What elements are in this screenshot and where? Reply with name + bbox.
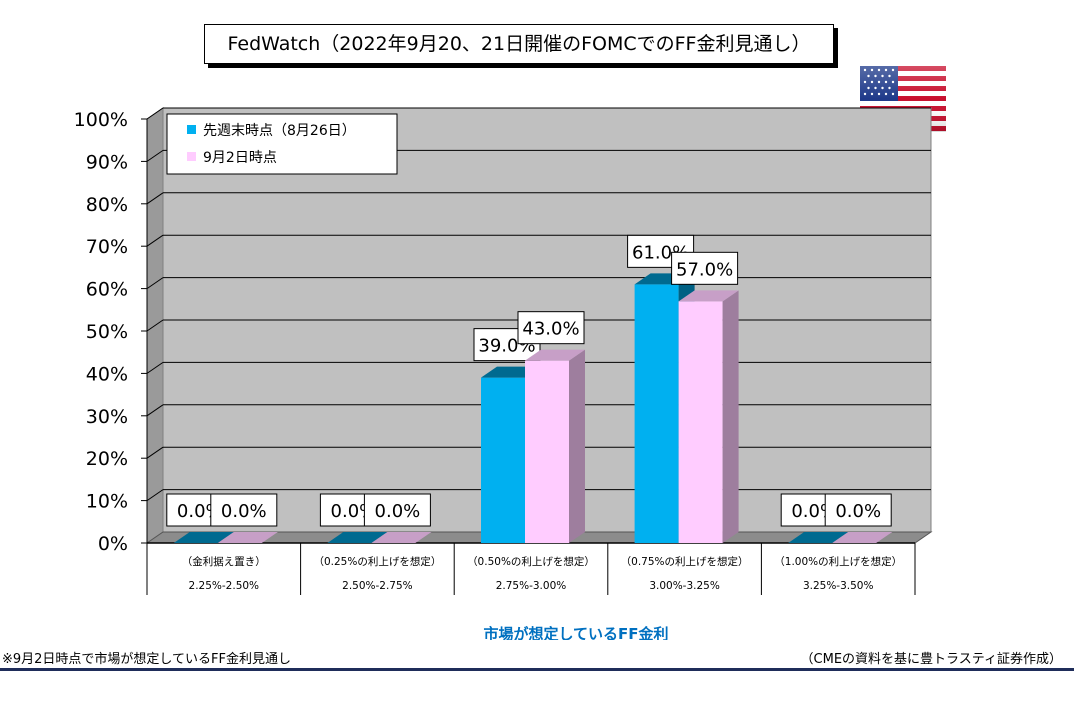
gridline-side xyxy=(146,319,164,332)
category-range-label: 2.50%-2.75% xyxy=(342,580,413,592)
bar-series2 xyxy=(525,349,585,543)
data-label: 57.0% xyxy=(671,251,739,285)
y-tick-label: 90% xyxy=(86,151,128,173)
bar-series2 xyxy=(678,290,739,543)
bar-series2 xyxy=(371,532,432,543)
gridline-side xyxy=(146,149,164,162)
y-tick-label: 100% xyxy=(74,109,128,131)
category-label: （1.00%の利上げを想定） xyxy=(774,555,902,568)
category-label: （金利据え置き） xyxy=(182,555,266,568)
y-tick-label: 40% xyxy=(86,363,128,385)
data-label-box xyxy=(671,251,739,285)
category-range-label: 3.25%-3.50% xyxy=(803,580,874,592)
gridline-side xyxy=(146,361,164,374)
gridline-side xyxy=(146,234,164,247)
data-label: 0.0% xyxy=(210,493,278,527)
bar-top xyxy=(832,532,893,543)
bar-front xyxy=(678,301,723,543)
y-tick-label: 50% xyxy=(86,321,128,343)
category-label: （0.75%の利上げを想定） xyxy=(621,555,749,568)
gridline-side xyxy=(146,446,164,459)
gridline-side xyxy=(146,404,164,417)
y-tick-label: 80% xyxy=(86,194,128,216)
bar-top xyxy=(173,532,234,543)
bar-series2 xyxy=(217,532,278,543)
bar-top xyxy=(217,532,278,543)
legend-label: 先週末時点（8月26日） xyxy=(203,123,356,139)
category-range-label: 2.25%-2.50% xyxy=(189,580,260,592)
footnote: ※9月2日時点で市場が想定しているFF金利見通し xyxy=(2,652,291,667)
data-label-box xyxy=(517,311,585,345)
category-range-label: 2.75%-3.00% xyxy=(496,580,567,592)
data-label: 0.0% xyxy=(824,493,892,527)
bar-top xyxy=(327,532,388,543)
chart-title: FedWatch（2022年9月20、21日開催のFOMCでのFF金利見通し） xyxy=(204,24,834,64)
category-label: （0.25%の利上げを想定） xyxy=(313,555,441,568)
y-tick-label: 0% xyxy=(98,533,128,555)
bar-top xyxy=(371,532,432,543)
legend-swatch xyxy=(187,125,196,134)
bar-series1 xyxy=(327,532,388,543)
gridline-side xyxy=(146,192,164,205)
source-note: （CMEの資料を基に豊トラスティ証券作成） xyxy=(800,652,1062,667)
bar-front xyxy=(481,377,525,543)
bar-front xyxy=(634,284,679,543)
bar-top xyxy=(788,532,849,543)
data-label-text: 0.0% xyxy=(835,501,881,522)
legend xyxy=(166,113,398,175)
y-tick-label: 70% xyxy=(86,236,128,258)
y-tick-label: 20% xyxy=(86,448,128,470)
data-label: 43.0% xyxy=(517,311,585,345)
bar-chart: 0% 10% 20% 30% 40% 50% 60% 70% 80% 90% 100% （金利据え置き… xyxy=(74,107,933,640)
bar-side xyxy=(569,349,585,543)
x-axis-title: 市場が想定しているFF金利 xyxy=(483,625,668,640)
bar-top xyxy=(678,290,739,302)
data-label-box xyxy=(210,493,278,527)
data-label-text: 43.0% xyxy=(522,319,579,340)
gridline-side xyxy=(146,107,164,120)
bar-top xyxy=(525,349,585,361)
bar-front xyxy=(525,360,569,543)
data-label-text: 57.0% xyxy=(676,259,733,280)
legend-label: 9月2日時点 xyxy=(203,150,277,166)
data-label: 0.0% xyxy=(363,493,431,527)
data-label-box xyxy=(824,493,892,527)
bar-side xyxy=(722,290,739,543)
category-label: （0.50%の利上げを想定） xyxy=(467,555,595,568)
bar-series1 xyxy=(788,532,849,543)
data-label-text: 0.0% xyxy=(375,501,421,522)
data-label-box xyxy=(363,493,431,527)
legend-swatch xyxy=(187,152,196,161)
category-range-label: 3.00%-3.25% xyxy=(649,580,720,592)
gridline-side xyxy=(146,489,164,502)
gridline-side xyxy=(146,277,164,290)
bottom-rule xyxy=(0,668,1074,671)
bar-series1 xyxy=(173,532,234,543)
bar-series2 xyxy=(832,532,893,543)
y-tick-label: 10% xyxy=(86,491,128,513)
data-label-text: 0.0% xyxy=(221,501,267,522)
y-tick-label: 30% xyxy=(86,406,128,428)
y-tick-label: 60% xyxy=(86,279,128,301)
